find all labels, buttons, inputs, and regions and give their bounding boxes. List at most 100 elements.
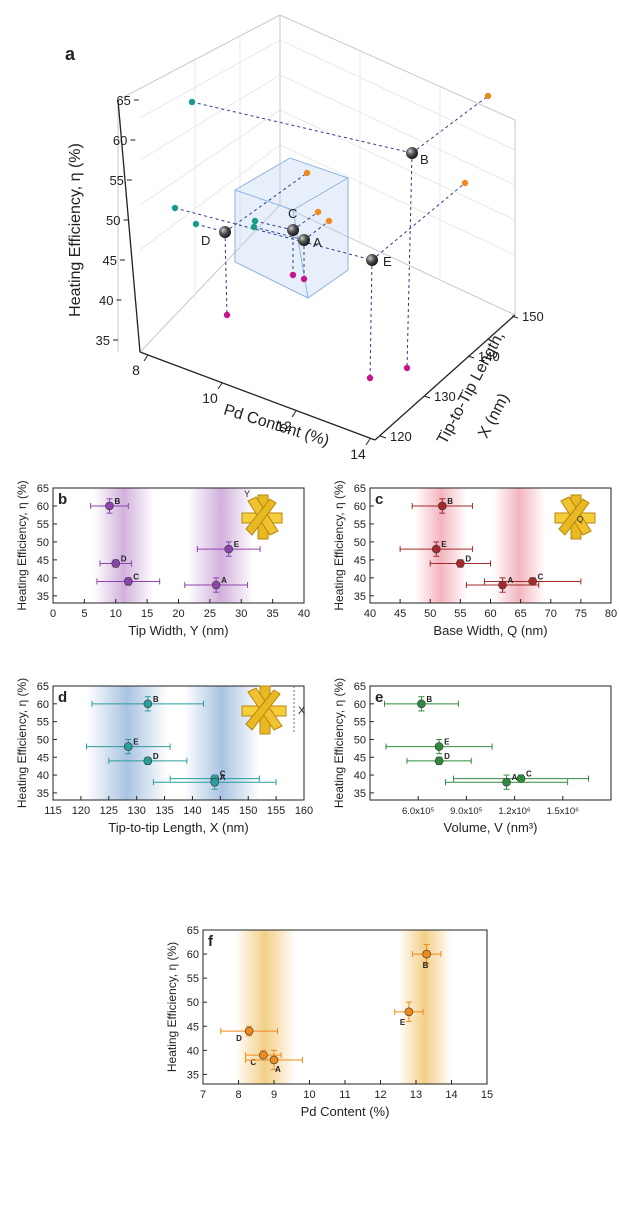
marker-D — [434, 756, 444, 766]
data-point-E: E — [196, 540, 261, 557]
point-label-A: A — [221, 576, 227, 585]
y-tick — [467, 355, 475, 359]
x-tick-label: 40 — [364, 608, 376, 620]
x-tick-label: 120 — [72, 805, 90, 817]
y-tick-label: 130 — [434, 389, 456, 404]
point-label-A: A — [275, 1065, 281, 1074]
x-tick-label: 30 — [235, 608, 247, 620]
marker-C — [124, 577, 133, 586]
data-point-A: A — [184, 576, 249, 593]
panel-label-a: a — [65, 44, 76, 64]
marker-D — [456, 559, 465, 568]
marker-E — [404, 1007, 414, 1017]
x-tick-label: 9.0x10⁵ — [450, 806, 483, 817]
x-tick-label: 145 — [211, 805, 229, 817]
y-tick-label: 60 — [354, 699, 366, 711]
proj-point-teal — [192, 220, 200, 228]
point-D-3d — [219, 226, 231, 238]
point-label-E: E — [441, 540, 447, 549]
x-tick-label: 0 — [50, 608, 56, 620]
point-label-A: A — [220, 773, 226, 782]
marker-C — [259, 1050, 268, 1060]
x-axis-label: Tip-to-tip Length, X (nm) — [108, 820, 248, 835]
y-tick-label: 65 — [37, 483, 49, 495]
data-point-C: C — [245, 1049, 282, 1067]
y-tick-label: 50 — [37, 734, 49, 746]
y-axis-label-line1: Tip-to-Tip Length, — [434, 329, 508, 447]
proj-point-orange — [484, 92, 492, 100]
data-point-C: C — [96, 572, 161, 586]
y-tick-label: 55 — [37, 519, 49, 531]
point-A-3d — [298, 234, 310, 246]
x-tick-label: 11 — [339, 1089, 350, 1101]
marker-B — [105, 501, 114, 511]
inset-label-c: Q — [577, 515, 583, 524]
y-axis-label: Heating Efficiency, η (%) — [165, 942, 179, 1072]
y-tick-label: 35 — [37, 591, 49, 603]
data-point-A: A — [465, 576, 540, 593]
x-tick-label: 10 — [110, 608, 122, 620]
x-tick-label: 8 — [132, 362, 140, 378]
point-label-B: B — [423, 961, 429, 970]
point-label-D: D — [153, 752, 159, 761]
y-tick-label: 55 — [187, 973, 199, 985]
x-tick-label: 1.5x10⁶ — [547, 806, 580, 817]
point-label-E: E — [400, 1018, 406, 1027]
marker-B — [422, 949, 431, 959]
label-C-3d: C — [288, 206, 297, 221]
marker-A — [210, 777, 220, 787]
z-tick-label: 35 — [96, 333, 110, 348]
y-tick-label: 35 — [37, 788, 49, 800]
y-axis-label: Heating Efficiency, η (%) — [332, 480, 346, 610]
marker-E — [434, 742, 444, 751]
data-point-B: B — [90, 497, 129, 514]
y-tick-label: 50 — [354, 537, 366, 549]
y-axis-ticks: 120 130 140 150 — [379, 309, 544, 444]
label-D-3d: D — [201, 233, 210, 248]
y-axis-label: Heating Efficiency, η (%) — [332, 678, 346, 808]
point-label-C: C — [220, 770, 226, 779]
label-A-3d: A — [313, 235, 322, 250]
z-tick-label: 65 — [116, 93, 130, 108]
marker-E — [431, 544, 441, 554]
y-tick-label: 40 — [187, 1045, 199, 1057]
x-axis-label: Tip Width, Y (nm) — [128, 623, 228, 638]
x-tick-label: 125 — [100, 805, 118, 817]
y-tick-label: 120 — [390, 429, 412, 444]
x-tick-label: 160 — [295, 805, 313, 817]
data-point-D: D — [99, 554, 132, 568]
marker-C — [528, 577, 537, 586]
highlight-band — [187, 488, 254, 603]
y-tick-label: 45 — [37, 555, 49, 567]
point-label-C: C — [133, 572, 139, 581]
x-tick-label: 55 — [454, 608, 466, 620]
point-label-A: A — [512, 773, 518, 782]
marker-A — [269, 1055, 279, 1065]
panel-f-scatter: 35 40 45 50 55 60 65 7 8 9 10 11 12 13 14 15 B E D C Af Pd Co… — [165, 925, 493, 1119]
x-tick-label: 35 — [267, 608, 279, 620]
marker-A — [498, 580, 507, 590]
panel-label-c: c — [375, 491, 383, 508]
z-tick-label: 50 — [106, 213, 120, 228]
point-E-3d — [366, 254, 378, 266]
x-tick-label: 60 — [484, 608, 496, 620]
proj-point-orange — [325, 217, 333, 225]
y-tick-label: 65 — [354, 483, 366, 495]
x-tick-label: 135 — [155, 805, 173, 817]
points-3d: B E D C A — [171, 92, 492, 382]
panel-c-scatter: 35 40 45 50 55 60 65 40 45 50 55 60 65 70 75 80 B E D C Ac Ba… — [332, 480, 617, 638]
x-tick-label: 45 — [394, 608, 406, 620]
y-tick-label: 40 — [37, 573, 49, 585]
plot-frame — [369, 685, 612, 801]
y-tick-label: 55 — [354, 717, 366, 729]
x-tick-label: 40 — [298, 608, 310, 620]
x-tick-label: 12 — [276, 418, 292, 434]
axes-3d — [117, 99, 516, 441]
panel-label-d: d — [58, 689, 67, 706]
point-label-C: C — [250, 1058, 256, 1067]
y-tick-label: 60 — [187, 949, 199, 961]
y-tick-label: 35 — [354, 788, 366, 800]
marker-B — [417, 699, 426, 709]
data-point-D: D — [429, 554, 491, 568]
